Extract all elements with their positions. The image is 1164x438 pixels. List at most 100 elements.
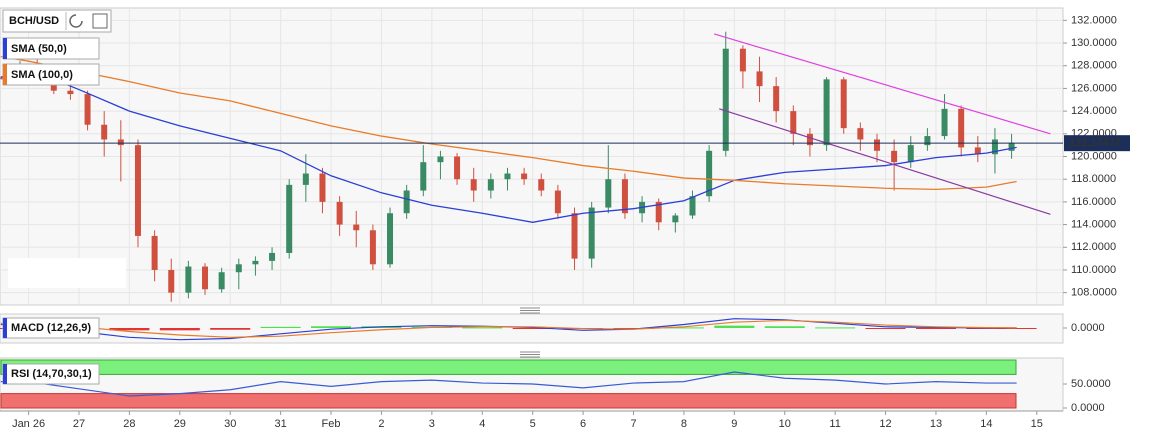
candle-body [470, 179, 477, 191]
y-tick-label: 128.0000 [1071, 60, 1117, 72]
x-tick-label: 2 [378, 418, 384, 430]
candle-body [235, 264, 242, 273]
candle-body [151, 235, 158, 270]
separator-handle[interactable] [520, 307, 540, 314]
candle-body [286, 184, 293, 253]
x-tick-label: Feb [322, 418, 341, 430]
candle-body [739, 48, 746, 72]
legend-label: MACD (12,26,9) [11, 322, 91, 334]
y-tick-label: 0.0000 [1071, 402, 1105, 414]
y-tick-label: 116.0000 [1071, 196, 1116, 208]
candle-body [369, 230, 376, 265]
candle-body [941, 108, 948, 137]
macd-histogram-bar [311, 326, 352, 328]
candle-body [1008, 142, 1015, 151]
x-tick-label: 7 [630, 418, 636, 430]
x-tick-label: 8 [681, 418, 687, 430]
candle-body [621, 179, 628, 214]
y-tick-label: 0.0000 [1071, 322, 1105, 334]
candle-body [605, 179, 612, 208]
x-tick-label: 27 [73, 418, 85, 430]
y-tick-label: 108.0000 [1071, 287, 1117, 299]
candle-body [487, 179, 494, 191]
x-tick-label: 9 [731, 418, 737, 430]
candle-body [202, 266, 209, 290]
signal-line [0, 319, 1017, 338]
candle-body [991, 139, 998, 155]
candle-body [857, 128, 864, 140]
x-tick-label: 10 [779, 418, 791, 430]
candle-body [437, 156, 444, 163]
candle-body [958, 108, 965, 148]
candle-body [353, 224, 360, 231]
macd-histogram-bar [159, 328, 200, 331]
candle-body [907, 145, 914, 163]
candle-body [185, 266, 192, 293]
x-tick-label: 14 [980, 418, 992, 430]
bars-icon[interactable] [92, 13, 108, 29]
candle-body [403, 190, 410, 214]
candle-body [252, 260, 259, 265]
candle-body [756, 71, 763, 87]
candle-body [134, 145, 141, 236]
candle-body [117, 139, 124, 146]
y-tick-label: 118.0000 [1071, 173, 1116, 185]
legend-sma50: SMA (50,0) [2, 37, 100, 60]
x-tick-label: 13 [930, 418, 942, 430]
y-tick-label: 120.0000 [1071, 150, 1117, 162]
candle-body [336, 201, 343, 225]
current-price: 121.17477 [1069, 137, 1121, 149]
candle-body [689, 196, 696, 216]
legend-label: RSI (14,70,30,1) [11, 368, 92, 380]
candle-body [790, 111, 797, 134]
legend-sma100: SMA (100,0) [2, 63, 100, 86]
macd-histogram-bar [260, 326, 301, 328]
macd-histogram-bar [613, 328, 654, 329]
x-tick-label: 12 [879, 418, 891, 430]
candle-body [823, 79, 830, 146]
x-tick-label: 29 [174, 418, 186, 430]
candle-body [168, 269, 175, 293]
x-tick-label: 6 [580, 418, 586, 430]
x-tick-label: 11 [829, 418, 840, 430]
macd-histogram-bar [915, 328, 956, 329]
x-tick-label: Jan 26 [12, 418, 45, 430]
y-tick-label: 124.0000 [1071, 105, 1117, 117]
candle-body [504, 173, 511, 180]
candle-body [588, 207, 595, 259]
candle-body [101, 124, 108, 140]
candle-body [84, 94, 91, 125]
x-tick-label: 3 [429, 418, 435, 430]
candle-body [269, 252, 276, 261]
candle-body [67, 90, 74, 95]
blank-widget [8, 258, 126, 288]
macd-histogram-bar [714, 325, 755, 328]
rsi-line [0, 371, 1017, 397]
refresh-icon[interactable] [69, 14, 83, 28]
candle-body [891, 150, 898, 163]
candle-body [806, 133, 813, 146]
price-badge [1064, 135, 1130, 152]
candle-body [571, 213, 578, 259]
trendline [719, 108, 1051, 215]
y-tick-label: 126.0000 [1071, 82, 1117, 94]
legend-rsi: RSI (14,70,30,1) [2, 363, 100, 385]
candle-body [706, 150, 713, 197]
candle-body [722, 48, 729, 151]
candle-body [521, 173, 528, 180]
candle-body [302, 173, 309, 185]
macd-histogram-bar [663, 327, 704, 329]
y-tick-label: 112.0000 [1071, 241, 1116, 253]
symbol-box[interactable]: BCH/USD [2, 9, 112, 33]
x-tick-label: 31 [275, 418, 287, 430]
candle-body [319, 173, 326, 202]
candle-body [924, 136, 931, 146]
trendline [713, 33, 1051, 135]
separator-handle[interactable] [520, 351, 540, 358]
y-tick-label: 132.0000 [1071, 14, 1117, 26]
legend-label: SMA (50,0) [11, 43, 67, 55]
candle-body [387, 213, 394, 265]
candle-body [554, 190, 561, 214]
sma-line [0, 56, 1017, 191]
